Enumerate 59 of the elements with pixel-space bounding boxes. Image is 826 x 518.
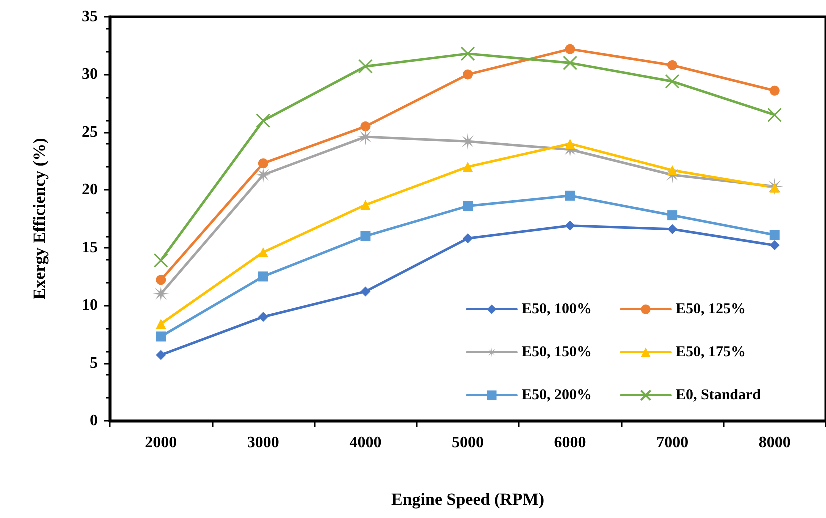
legend-label: E50, 100% — [522, 302, 592, 318]
point — [463, 234, 473, 244]
point — [463, 201, 473, 212]
point — [565, 138, 576, 149]
legend-label: E50, 150% — [522, 344, 592, 360]
x-tick-label: 8000 — [758, 434, 791, 452]
x-tick-label: 6000 — [554, 434, 586, 452]
point — [770, 86, 780, 96]
point — [565, 44, 576, 54]
point — [254, 166, 272, 184]
point — [565, 190, 576, 201]
y-tick-label: 5 — [90, 354, 98, 372]
point — [668, 60, 678, 70]
point — [258, 272, 268, 282]
point — [665, 74, 680, 89]
point — [668, 224, 678, 234]
point — [258, 247, 268, 258]
point — [463, 70, 473, 80]
point — [360, 286, 371, 297]
point — [460, 46, 476, 62]
point — [258, 312, 268, 322]
point — [563, 56, 578, 70]
x-axis-title: Engine Speed (RPM) — [392, 490, 544, 509]
point — [156, 332, 166, 342]
point — [156, 350, 166, 360]
point — [258, 158, 268, 169]
point — [565, 220, 576, 231]
point — [668, 166, 678, 176]
point — [358, 59, 373, 74]
point — [156, 275, 166, 286]
point — [154, 253, 168, 268]
point — [463, 162, 473, 172]
legend-label: E50, 125% — [676, 302, 746, 318]
y-tick-label: 15 — [82, 239, 98, 256]
point — [770, 240, 780, 251]
y-axis-title: Exergy Efficiency (%) — [30, 138, 49, 300]
x-tick-label: 5000 — [452, 434, 484, 452]
legend-label: E50, 200% — [522, 388, 592, 404]
point — [360, 200, 371, 210]
x-tick-label: 4000 — [350, 434, 382, 452]
x-tick-label: 7000 — [656, 434, 689, 452]
y-tick-label: 10 — [82, 297, 98, 314]
x-tick-label: 2000 — [145, 434, 178, 452]
y-tick-label: 35 — [82, 8, 98, 26]
point — [156, 319, 166, 330]
legend-label: E50, 175% — [676, 344, 746, 360]
point — [360, 231, 371, 242]
legend-label: E0, Standard — [676, 388, 762, 404]
point — [256, 114, 271, 128]
y-tick-label: 0 — [90, 412, 98, 430]
point — [360, 122, 371, 132]
x-tick-label: 3000 — [247, 434, 280, 452]
point — [668, 210, 678, 221]
y-tick-label: 30 — [82, 66, 98, 84]
y-tick-label: 25 — [82, 124, 98, 141]
point — [152, 286, 170, 303]
point — [770, 230, 780, 240]
point — [768, 108, 782, 122]
y-tick-label: 20 — [82, 182, 98, 199]
